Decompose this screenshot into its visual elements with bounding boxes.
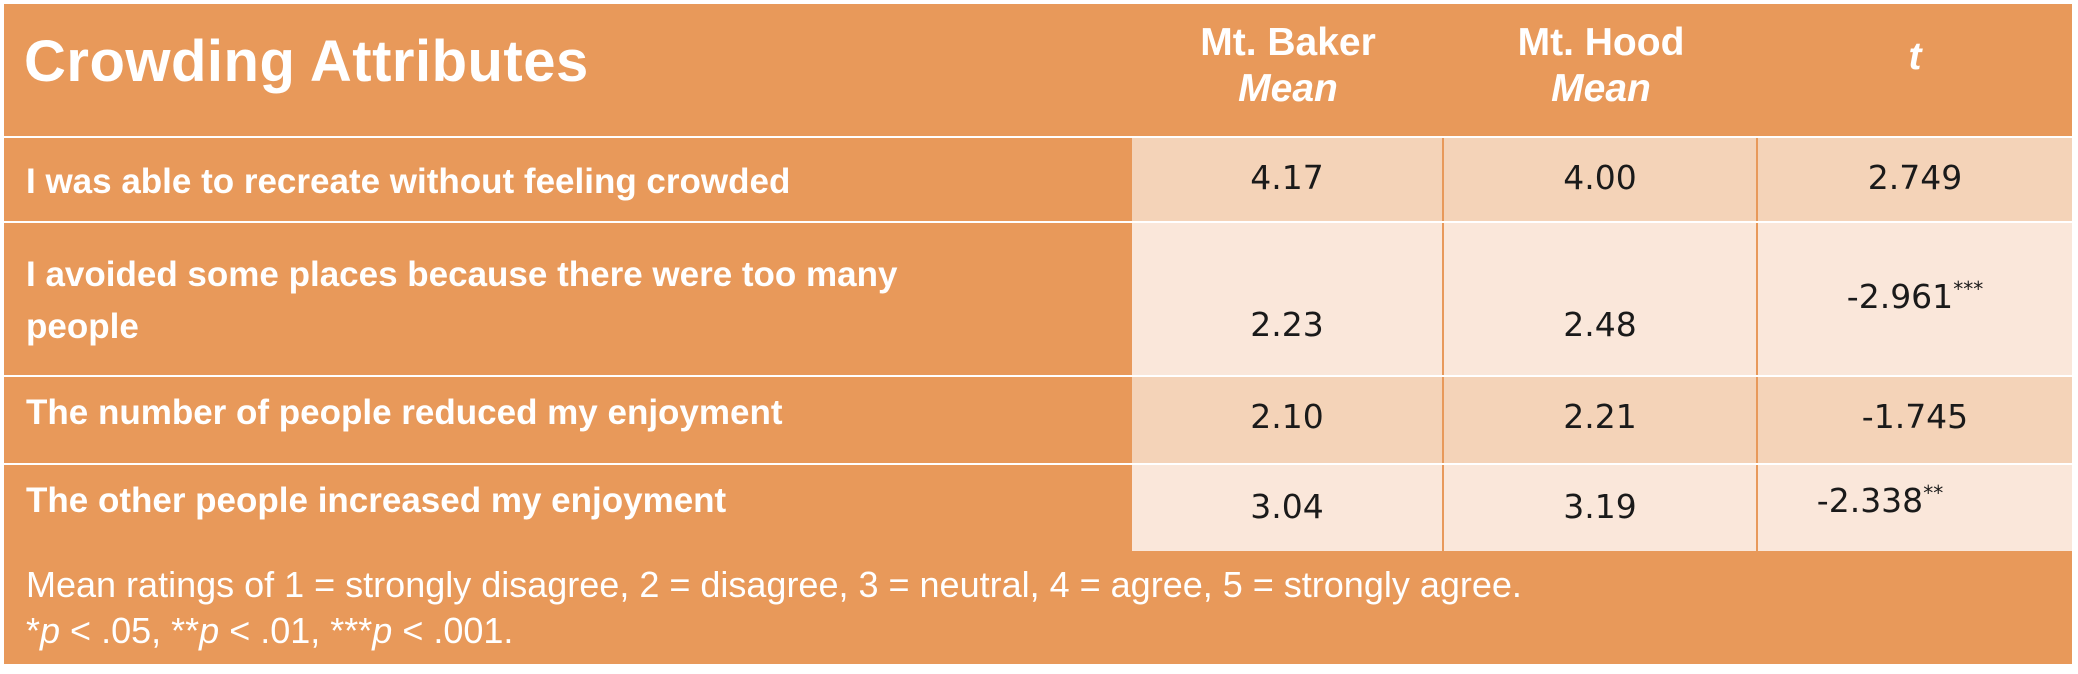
sig-var: p [372, 610, 393, 651]
mt-hood-mean-value: 2.21 [1563, 397, 1637, 436]
t-cell: -2.961*** [1758, 223, 2072, 375]
mt-hood-mean-value: 4.00 [1563, 158, 1637, 197]
col-header-mt-hood: Mt. Hood Mean [1444, 4, 1758, 136]
col-header-mt-hood-mean: Mean [1551, 67, 1651, 110]
col-header-mt-baker-mean: Mean [1238, 67, 1338, 110]
row-divider [4, 221, 2072, 223]
mt-baker-mean-cell: 2.10 [1132, 377, 1442, 463]
rating-scale-note: Mean ratings of 1 = strongly disagree, 2… [26, 564, 1522, 605]
row-label: I was able to recreate without feeling c… [26, 162, 791, 201]
table-row: I was able to recreate without feeling c… [4, 138, 2072, 221]
row-divider [4, 375, 2072, 377]
t-significance: ** [1923, 481, 1944, 505]
sig-var: p [199, 610, 220, 651]
t-value: 2.749 [1867, 158, 1963, 197]
row-divider [4, 136, 2072, 138]
sig-threshold: < .001. [392, 610, 514, 651]
row-label: I avoided some places because there were… [26, 255, 898, 346]
mt-hood-mean-cell: 3.19 [1444, 465, 1756, 551]
t-value: -2.338 [1816, 481, 1924, 520]
row-label: The other people increased my enjoyment [26, 481, 727, 520]
col-header-mt-baker-name: Mt. Baker [1200, 21, 1376, 64]
crowding-table: Crowding Attributes Mt. Baker Mean Mt. H… [4, 4, 2072, 664]
col-header-t-label: t [1908, 35, 1922, 78]
mt-baker-mean-cell: 4.17 [1132, 138, 1442, 221]
sig-threshold: < .05, [60, 610, 172, 651]
mt-hood-mean-value: 3.19 [1563, 487, 1637, 526]
sig-stars: * [26, 610, 41, 651]
significance-note: *p < .05, **p < .01, ***p < .001. [26, 608, 1522, 654]
row-divider [4, 463, 2072, 465]
t-cell: -1.745 [1758, 377, 2072, 463]
t-value: -2.961 [1846, 277, 1954, 316]
mt-baker-mean-value: 2.23 [1250, 305, 1324, 344]
mt-baker-mean-value: 2.10 [1250, 397, 1324, 436]
table-footnote: Mean ratings of 1 = strongly disagree, 2… [26, 562, 1522, 654]
mt-baker-mean-value: 4.17 [1250, 158, 1324, 197]
table-header: Crowding Attributes Mt. Baker Mean Mt. H… [4, 4, 2072, 136]
t-value: -1.745 [1861, 397, 1969, 436]
mt-baker-mean-value: 3.04 [1250, 487, 1324, 526]
table-row: The number of people reduced my enjoymen… [4, 377, 2072, 463]
col-header-mt-hood-name: Mt. Hood [1517, 21, 1685, 64]
mt-hood-mean-cell: 4.00 [1444, 138, 1756, 221]
mt-hood-mean-cell: 2.21 [1444, 377, 1756, 463]
row-label: The number of people reduced my enjoymen… [26, 393, 783, 432]
mt-baker-mean-cell: 2.23 [1132, 223, 1442, 375]
t-cell: 2.749 [1758, 138, 2072, 221]
col-header-mt-baker: Mt. Baker Mean [1132, 4, 1444, 136]
mt-hood-mean-cell: 2.48 [1444, 223, 1756, 375]
sig-stars: *** [330, 610, 373, 651]
table-title: Crowding Attributes [24, 29, 589, 94]
table-row: I avoided some places because there were… [4, 223, 2072, 375]
sig-var: p [40, 610, 61, 651]
mt-hood-mean-value: 2.48 [1563, 305, 1637, 344]
col-header-t: t [1758, 4, 2072, 136]
sig-stars: ** [171, 610, 200, 651]
sig-threshold: < .01, [219, 610, 331, 651]
table-row: The other people increased my enjoyment … [4, 465, 2072, 551]
mt-baker-mean-cell: 3.04 [1132, 465, 1442, 551]
t-significance: *** [1953, 277, 1984, 301]
t-cell: -2.338** [1758, 465, 2072, 551]
